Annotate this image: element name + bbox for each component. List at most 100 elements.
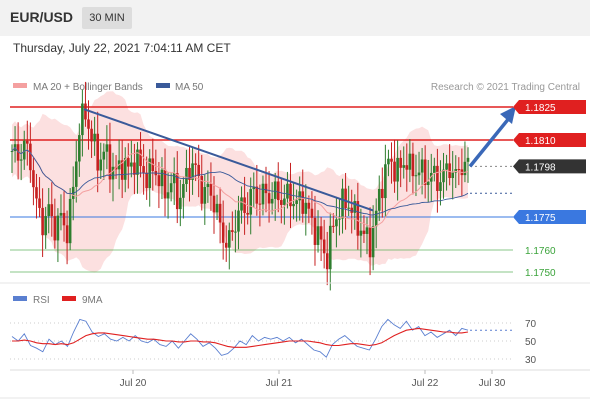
- credit-text: Research © 2021 Trading Central: [431, 82, 580, 93]
- candle: [408, 139, 412, 183]
- candle: [387, 149, 390, 177]
- candle-body: [218, 203, 222, 223]
- candle: [227, 222, 231, 270]
- candle-body: [463, 161, 467, 176]
- candle-body: [47, 204, 51, 217]
- candle: [258, 184, 262, 227]
- candle: [111, 152, 115, 202]
- candle-body: [65, 225, 69, 244]
- candle-body: [328, 225, 332, 270]
- candle-body: [261, 183, 265, 205]
- candle-body: [433, 165, 436, 173]
- candle: [368, 207, 372, 276]
- candle-body: [123, 158, 127, 180]
- candle-body: [166, 192, 170, 199]
- candle-body: [120, 160, 124, 180]
- candle-body: [249, 189, 253, 215]
- candle: [175, 151, 179, 224]
- support-label: 1.1750: [525, 268, 556, 279]
- candle: [405, 143, 409, 192]
- candle: [304, 184, 308, 236]
- candle-body: [264, 183, 268, 194]
- candle: [145, 156, 148, 200]
- candle: [384, 144, 387, 217]
- candle: [286, 171, 289, 209]
- forecast-arrow-head: [500, 106, 516, 124]
- candle: [307, 195, 311, 223]
- legend-swatch-ma20: [13, 83, 27, 88]
- candle-body: [90, 128, 93, 142]
- candle-body: [332, 225, 335, 227]
- candle-body: [191, 163, 194, 180]
- support-label: 1.1760: [525, 246, 556, 257]
- candle-body: [390, 158, 393, 162]
- candle: [283, 184, 286, 225]
- candle: [270, 182, 274, 215]
- candle-body: [381, 188, 384, 199]
- candle-body: [139, 149, 142, 167]
- candle: [10, 144, 14, 173]
- candle: [32, 157, 35, 206]
- interval-button[interactable]: 30 MIN: [82, 7, 132, 29]
- candle-body: [439, 182, 442, 191]
- candle-body: [102, 151, 106, 160]
- candle: [414, 154, 418, 197]
- rsi-line: [11, 318, 469, 358]
- candle-body: [182, 184, 185, 198]
- candle-body: [237, 210, 240, 232]
- candle-body: [142, 166, 145, 173]
- x-tick-label: Jul 22: [412, 378, 439, 389]
- candle-body: [56, 215, 60, 241]
- candle: [310, 191, 314, 235]
- candle-body: [442, 169, 445, 183]
- candle: [402, 146, 406, 179]
- candle: [99, 142, 103, 180]
- x-tick-label: Jul 30: [479, 378, 506, 389]
- candle-body: [136, 149, 139, 175]
- candle-body: [179, 197, 182, 210]
- rsi-tick-label: 30: [525, 355, 537, 366]
- candle: [130, 140, 133, 178]
- candle: [439, 160, 442, 206]
- candle-body: [145, 172, 148, 189]
- candle-body: [197, 164, 200, 177]
- candle-body: [206, 183, 210, 188]
- tag-label: 1.1825: [525, 103, 556, 114]
- legend-swatch-rsi: [13, 296, 27, 301]
- candle: [292, 183, 295, 220]
- rsi-tick-label: 70: [525, 319, 537, 330]
- candle: [246, 192, 249, 225]
- candle-body: [307, 202, 311, 209]
- candle-body: [338, 218, 341, 220]
- candle: [429, 153, 433, 203]
- candle: [445, 154, 448, 191]
- tag-shape: [513, 100, 586, 114]
- candle-body: [26, 140, 29, 144]
- candle-body: [175, 173, 179, 210]
- candle-body: [108, 144, 112, 180]
- candle-body: [157, 175, 161, 187]
- x-tick-label: Jul 21: [266, 378, 293, 389]
- candle: [102, 143, 106, 181]
- candle-body: [353, 201, 357, 213]
- candle-body: [126, 158, 130, 167]
- candle-body: [234, 231, 237, 233]
- candle: [295, 189, 298, 222]
- candle-body: [185, 167, 188, 185]
- candle: [93, 116, 96, 156]
- candle-body: [393, 161, 396, 182]
- trendline: [83, 108, 374, 212]
- candle: [68, 188, 72, 251]
- candle: [436, 148, 439, 213]
- tag-label: 1.1775: [525, 213, 556, 224]
- candle: [332, 213, 335, 233]
- forecast-arrow-shaft: [468, 115, 512, 168]
- candle-body: [188, 167, 191, 180]
- candle-body: [59, 212, 63, 216]
- candle-body: [350, 207, 354, 213]
- legend-label-rsi: RSI: [33, 295, 50, 306]
- candle: [319, 216, 323, 262]
- candle: [224, 225, 228, 262]
- candle-body: [74, 161, 78, 187]
- candle: [108, 122, 112, 193]
